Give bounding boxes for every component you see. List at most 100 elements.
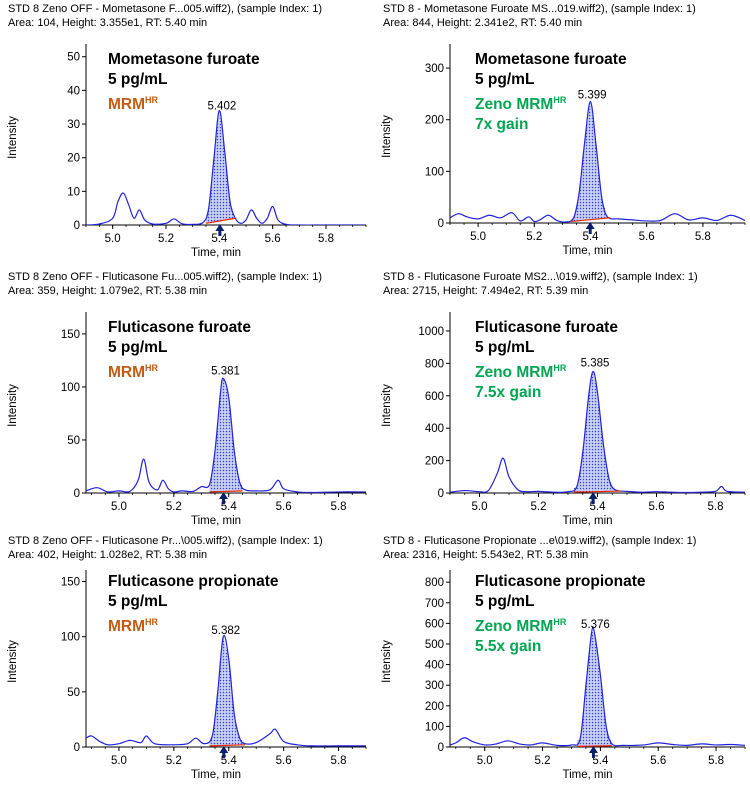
y-tick-label: 0 bbox=[438, 488, 444, 500]
chromatogram-trace bbox=[450, 370, 745, 493]
y-tick-label: 0 bbox=[74, 488, 80, 500]
y-axis-label: Intensity bbox=[381, 115, 393, 158]
concentration: 5 pg/mL bbox=[475, 339, 535, 356]
x-axis-label: Time, min bbox=[562, 515, 612, 527]
compound-annotation: Fluticasone furoate 5 pg/mL MRMHR bbox=[108, 318, 251, 383]
y-tick-label: 30 bbox=[67, 119, 80, 131]
integration-baseline bbox=[209, 490, 243, 493]
y-tick-label: 400 bbox=[425, 423, 444, 435]
x-axis-label: Time, min bbox=[191, 247, 241, 259]
y-tick-label: 150 bbox=[61, 329, 80, 341]
method-superscript: HR bbox=[145, 95, 159, 105]
x-tick-label: 5.0 bbox=[111, 755, 127, 767]
chromatogram-plot: 0 100 200 300 5.0 5.2 5.4 5.6 5.8 Time, min Intens… bbox=[381, 44, 746, 257]
y-tick-label: 0 bbox=[438, 218, 444, 230]
x-tick-label: 5.4 bbox=[582, 231, 599, 243]
y-tick-label: 400 bbox=[425, 660, 444, 672]
x-tick-label: 5.2 bbox=[166, 755, 182, 767]
method-name: MRM bbox=[108, 364, 146, 381]
acquisition-method: Zeno MRMHR bbox=[475, 90, 627, 115]
method-name: MRM bbox=[108, 618, 146, 635]
y-tick-label: 0 bbox=[74, 220, 80, 232]
y-tick-label: 800 bbox=[425, 577, 444, 589]
retention-time-marker-icon bbox=[219, 746, 229, 758]
method-superscript: HR bbox=[145, 617, 159, 627]
chromatogram-panel: STD 8 - Fluticasone Furoate MS2...\019.w… bbox=[375, 268, 750, 532]
y-axis-label: Intensity bbox=[7, 116, 19, 159]
x-tick-label: 5.8 bbox=[318, 233, 334, 245]
x-tick-label: 5.0 bbox=[111, 501, 127, 513]
y-tick-label: 200 bbox=[425, 115, 444, 127]
y-axis-label: Intensity bbox=[381, 640, 393, 683]
x-tick-label: 5.4 bbox=[211, 233, 228, 245]
chromatogram-trace bbox=[86, 634, 366, 747]
peak-stats-header: Area: 402, Height: 1.028e2, RT: 5.38 min bbox=[8, 549, 208, 561]
x-tick-label: 5.0 bbox=[477, 755, 493, 767]
compound-name: Fluticasone propionate bbox=[475, 573, 646, 590]
retention-time-marker-icon bbox=[219, 492, 229, 504]
x-axis-label: Time, min bbox=[562, 245, 612, 257]
compound-name: Fluticasone propionate bbox=[108, 573, 279, 590]
peak-area bbox=[573, 373, 622, 493]
integration-baseline bbox=[570, 217, 611, 223]
x-tick-label: 5.8 bbox=[708, 755, 724, 767]
x-tick-label: 5.0 bbox=[105, 233, 121, 245]
peak-stats-header: Area: 2715, Height: 7.494e2, RT: 5.39 mi… bbox=[383, 285, 589, 297]
x-axis-label: Time, min bbox=[562, 769, 612, 781]
sample-header: STD 8 - Fluticasone Furoate MS2...\019.w… bbox=[383, 271, 698, 283]
chromatogram-trace bbox=[86, 377, 366, 493]
compound-name: Mometasone furoate bbox=[108, 51, 260, 68]
x-tick-label: 5.8 bbox=[708, 501, 724, 513]
y-axis-label: Intensity bbox=[7, 384, 19, 427]
gain-label: 5.5x gain bbox=[475, 638, 542, 655]
y-tick-label: 100 bbox=[61, 632, 80, 644]
x-tick-label: 5.2 bbox=[535, 755, 551, 767]
retention-time-marker-icon bbox=[215, 224, 225, 236]
y-tick-label: 100 bbox=[425, 721, 444, 733]
method-name: Zeno MRM bbox=[475, 618, 554, 635]
chromatogram-panel: STD 8 Zeno OFF - Mometasone F...005.wiff… bbox=[0, 0, 375, 264]
x-tick-label: 5.6 bbox=[639, 231, 655, 243]
y-tick-label: 20 bbox=[67, 153, 80, 165]
y-tick-label: 40 bbox=[67, 85, 80, 97]
x-tick-label: 5.4 bbox=[592, 755, 609, 767]
x-tick-label: 5.0 bbox=[472, 501, 488, 513]
x-tick-label: 5.6 bbox=[649, 501, 665, 513]
x-tick-label: 5.2 bbox=[158, 233, 174, 245]
peak-stats-header: Area: 844, Height: 2.341e2, RT: 5.40 min bbox=[383, 17, 583, 29]
peak-rt-label: 5.381 bbox=[211, 365, 240, 377]
sample-header: STD 8 - Mometasone Furoate MS...019.wiff… bbox=[383, 3, 696, 15]
concentration: 5 pg/mL bbox=[108, 339, 168, 356]
method-name: Zeno MRM bbox=[475, 96, 554, 113]
y-tick-label: 300 bbox=[425, 680, 444, 692]
integration-baseline bbox=[573, 490, 622, 493]
x-axis-label: Time, min bbox=[191, 769, 241, 781]
peak-stats-header: Area: 359, Height: 1.079e2, RT: 5.38 min bbox=[8, 285, 208, 297]
integration-baseline bbox=[577, 745, 612, 747]
gain-label: 7.5x gain bbox=[475, 384, 542, 401]
sample-header: STD 8 Zeno OFF - Fluticasone Fu...005.wi… bbox=[8, 271, 323, 283]
peak-rt-label: 5.376 bbox=[581, 619, 610, 631]
retention-time-marker-icon bbox=[585, 222, 595, 234]
compound-name: Fluticasone furoate bbox=[475, 319, 618, 336]
compound-annotation: Fluticasone propionate 5 pg/mL Zeno MRMHR 5… bbox=[475, 572, 646, 657]
y-tick-label: 150 bbox=[61, 577, 80, 589]
peak-stats-header: Area: 104, Height: 3.355e1, RT: 5.40 min bbox=[8, 17, 208, 29]
y-tick-label: 200 bbox=[425, 456, 444, 468]
sample-header: STD 8 Zeno OFF - Mometasone F...005.wiff… bbox=[8, 3, 323, 15]
sample-header: STD 8 - Fluticasone Propionate ...e\019.… bbox=[383, 535, 697, 547]
concentration: 5 pg/mL bbox=[108, 593, 168, 610]
peak-area bbox=[577, 631, 612, 747]
chromatogram-panel: STD 8 Zeno OFF - Fluticasone Pr...\005.w… bbox=[0, 532, 375, 796]
integration-baseline bbox=[205, 217, 236, 224]
peak-stats-header: Area: 2316, Height: 5.543e2, RT: 5.38 mi… bbox=[383, 549, 589, 561]
chromatogram-trace bbox=[450, 101, 745, 223]
method-name: MRM bbox=[108, 96, 146, 113]
peak-area bbox=[209, 637, 246, 746]
y-tick-label: 50 bbox=[67, 52, 80, 64]
y-tick-label: 300 bbox=[425, 63, 444, 75]
peak-rt-label: 5.402 bbox=[207, 101, 236, 113]
y-tick-label: 600 bbox=[425, 618, 444, 630]
